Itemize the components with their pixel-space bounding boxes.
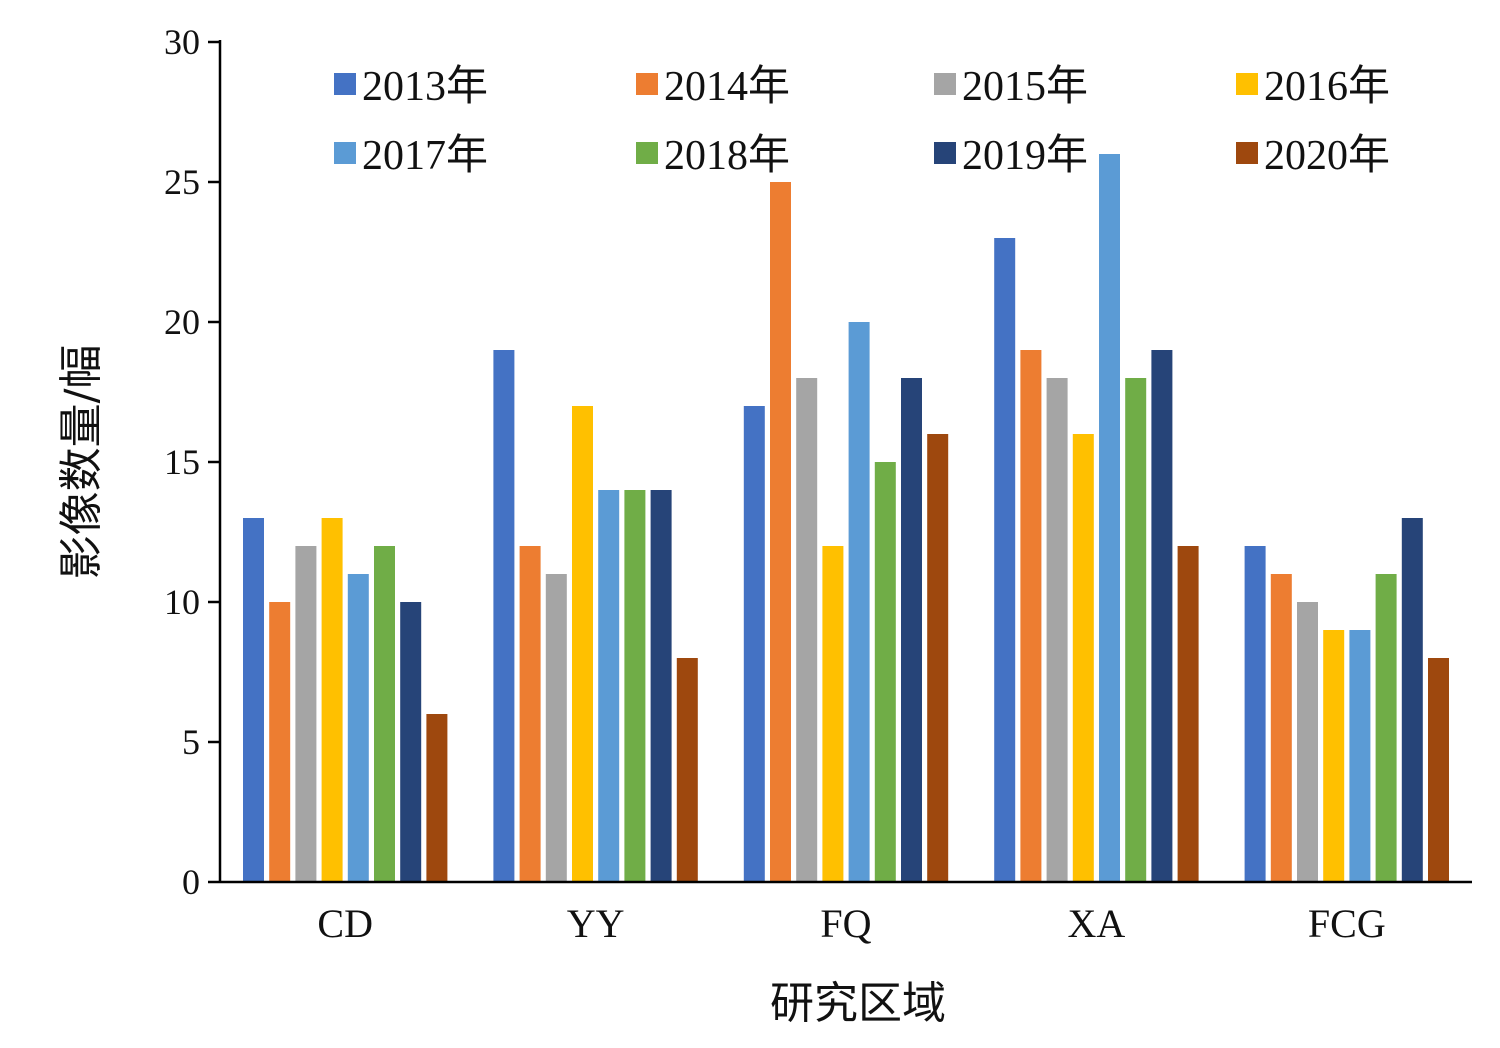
legend-swatch [334,73,356,95]
legend-label: 2017年 [362,132,488,179]
bar-CD-2018年 [374,546,395,882]
legend-label: 2015年 [962,63,1088,110]
bar-YY-2016年 [572,406,593,882]
bar-FCG-2017年 [1349,630,1371,882]
bar-FQ-2017年 [848,322,870,882]
bar-FCG-2016年 [1323,630,1345,882]
bar-CD-2017年 [347,574,369,882]
bar-XA-2018年 [1125,378,1147,882]
bar-XA-2014年 [1020,350,1042,882]
x-category-labels: CD YY FQ XA FCG [317,901,1385,946]
bar-FQ-2020年 [927,434,949,882]
bar-CD-2020年 [426,714,448,882]
bar-FCG-2018年 [1375,574,1397,882]
bar-FCG-2014年 [1270,574,1292,882]
bar-FQ-2013年 [743,406,765,882]
y-tick-label: 10 [164,582,200,622]
legend-swatch [934,142,956,164]
y-tick-label: 20 [164,302,200,342]
legend-label: 2019年 [962,132,1088,179]
x-category-label: XA [1068,901,1126,946]
legend-swatch [934,73,956,95]
legend-label: 2018年 [664,132,790,179]
bar-XA-2015年 [1046,378,1068,882]
bar-FCG-2019年 [1401,518,1423,882]
y-ticks-group: 0 5 10 15 20 25 30 [164,22,220,902]
x-category-label: FQ [820,901,871,946]
bar-XA-2019年 [1151,350,1173,882]
legend-swatch [636,142,658,164]
x-category-label: CD [317,901,373,946]
legend-swatch [636,73,658,95]
legend-swatch [1236,142,1258,164]
bar-YY-2018年 [624,490,646,882]
y-axis-title: 影像数量/幅 [56,345,107,580]
bar-FQ-2016年 [822,546,844,882]
legend-label: 2016年 [1264,63,1390,110]
bars-group [243,154,1449,882]
y-tick-label: 0 [182,862,200,902]
bar-FQ-2018年 [874,462,896,882]
bar-YY-2015年 [545,574,567,882]
x-category-label: FCG [1308,901,1386,946]
legend-swatch [334,142,356,164]
bar-YY-2019年 [650,490,672,882]
x-axis-title: 研究区域 [770,978,946,1029]
bar-XA-2020年 [1177,546,1199,882]
y-tick-label: 30 [164,22,200,62]
bar-YY-2013年 [493,350,515,882]
legend-label: 2020年 [1264,132,1390,179]
legend-swatch [1236,73,1258,95]
bar-YY-2017年 [598,490,620,882]
bar-CD-2015年 [295,546,317,882]
bar-FQ-2014年 [770,182,791,882]
bar-XA-2016年 [1072,434,1094,882]
bar-CD-2019年 [400,602,422,882]
bar-XA-2017年 [1099,154,1120,882]
y-tick-label: 15 [164,442,200,482]
bar-CD-2013年 [243,518,264,882]
legend-label: 2014年 [664,63,790,110]
bar-CD-2014年 [269,602,291,882]
x-category-label: YY [567,901,625,946]
y-tick-label: 25 [164,162,200,202]
bar-CD-2016年 [321,518,343,882]
bar-YY-2020年 [676,658,698,882]
legend-label: 2013年 [362,63,488,110]
y-tick-label: 5 [182,722,200,762]
bar-FQ-2015年 [796,378,818,882]
bar-FCG-2013年 [1244,546,1266,882]
bar-FQ-2019年 [901,378,922,882]
bar-FCG-2015年 [1297,602,1318,882]
legend: 2013年 2014年 2015年 2016年 2017年 2018年 2019年 2020年 [334,63,1390,179]
bar-XA-2013年 [994,238,1016,882]
bar-YY-2014年 [519,546,541,882]
bar-FCG-2020年 [1428,658,1449,882]
